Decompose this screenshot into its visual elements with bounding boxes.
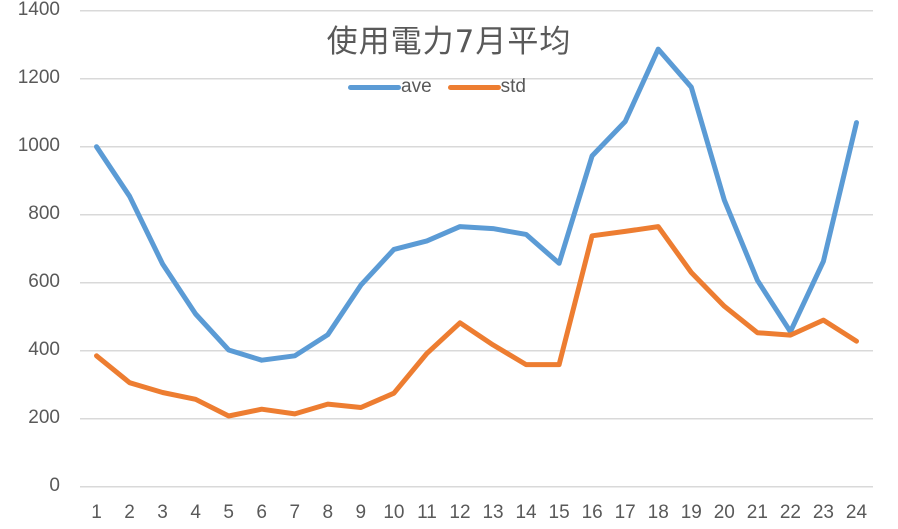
x-tick-label: 19	[680, 502, 702, 523]
y-tick-label: 0	[49, 474, 60, 496]
x-tick-label: 22	[779, 502, 801, 523]
x-tick-label: 9	[355, 502, 367, 523]
legend-item-std: std	[447, 76, 526, 98]
x-tick-label: 18	[647, 502, 669, 523]
x-tick-label: 24	[845, 502, 868, 523]
x-tick-label: 5	[223, 502, 234, 523]
x-tick-label: 10	[383, 502, 405, 523]
x-tick-label: 21	[746, 502, 768, 523]
x-tick-label: 14	[515, 502, 537, 523]
y-tick-label: 1200	[17, 66, 60, 88]
x-tick-label: 3	[157, 502, 168, 523]
x-tick-label: 23	[812, 502, 834, 523]
y-tick-label: 200	[28, 406, 60, 428]
legend-label-ave: ave	[401, 76, 432, 97]
legend-item-ave: ave	[348, 76, 432, 98]
chart-title: 使用電力7月平均	[326, 24, 572, 60]
x-tick-label: 17	[614, 502, 636, 523]
x-tick-label: 4	[190, 502, 201, 523]
x-tick-label: 7	[289, 502, 301, 523]
x-tick-label: 16	[581, 502, 603, 523]
legend-swatch-ave	[348, 84, 401, 90]
legend-label-std: std	[500, 76, 526, 97]
legend-swatch-std	[447, 84, 501, 90]
series-line-std	[94, 224, 859, 419]
y-tick-label: 400	[28, 338, 60, 360]
x-tick-label: 8	[322, 502, 334, 523]
x-tick-label: 1	[91, 502, 102, 523]
x-tick-label: 12	[449, 502, 471, 523]
x-tick-label: 2	[124, 502, 135, 523]
gridlines	[80, 9, 873, 488]
y-tick-label: 600	[28, 270, 60, 292]
legend: ave std	[348, 76, 542, 98]
y-tick-label: 1400	[17, 0, 60, 20]
y-tick-label: 800	[28, 202, 60, 224]
series-line-ave	[94, 46, 859, 363]
y-tick-label: 1000	[17, 134, 60, 156]
x-tick-label: 6	[256, 502, 267, 523]
series-lines	[94, 46, 859, 419]
x-tick-label: 13	[482, 502, 504, 523]
x-tick-label: 11	[417, 502, 437, 523]
x-tick-label: 15	[548, 502, 570, 523]
x-tick-label: 20	[713, 502, 735, 523]
